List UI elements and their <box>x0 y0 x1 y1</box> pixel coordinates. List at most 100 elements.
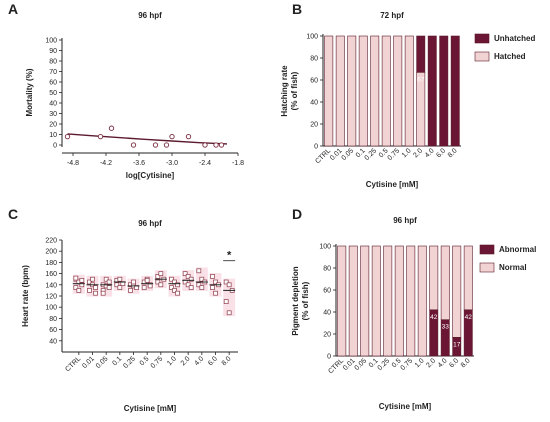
panel-c-point <box>90 276 95 282</box>
panel-b-y-tick-label: 0 <box>314 144 318 151</box>
panel-c-x-tick-label: 6.0 <box>207 355 219 367</box>
panel-b-bar-hatched <box>370 35 380 147</box>
panel-c-point <box>79 282 85 288</box>
panel-c-point <box>103 276 109 282</box>
panel-d-y-tick-label: 60 <box>323 288 331 295</box>
panel-b-x-tick-label: 0.05 <box>341 147 356 162</box>
panel-b-bar-hatched <box>381 35 391 147</box>
panel-c-x-tick-label: 0.01 <box>81 355 96 370</box>
panel-c-point <box>169 276 174 282</box>
panel-c-x-tick-label: 0.5 <box>139 355 151 367</box>
panel-c-x-tick-label: 4.0 <box>193 355 205 367</box>
panel-c-point <box>199 285 205 290</box>
panel-b-data-label: 67 <box>417 76 425 83</box>
panel-b-letter: B <box>292 1 302 17</box>
panel-c-point <box>76 288 82 293</box>
panel-c-point <box>210 285 215 290</box>
panel-a-point <box>185 133 192 140</box>
panel-c-point <box>210 274 215 279</box>
panel-a-y-tick-label: 70 <box>49 69 57 76</box>
panel-b-bar-hatched <box>324 35 334 147</box>
panel-c-point <box>73 285 79 290</box>
panel-b-bar-hatched <box>404 35 414 147</box>
panel-d-x-tick-label: 4.0 <box>437 357 449 369</box>
panel-a-y-tick-label: 20 <box>49 122 57 129</box>
panel-b-title: 72 hpf <box>380 11 404 20</box>
panel-d-x-tick-label: 2.0 <box>425 357 437 369</box>
panel-c-point <box>87 279 92 285</box>
panel-d-bar-normal <box>360 245 370 357</box>
panel-a-point <box>202 142 208 148</box>
panel-c-point <box>188 276 194 282</box>
panel-b-bar-hatched <box>347 35 357 147</box>
panel-c-x-label: Cytisine [mM] <box>124 404 177 413</box>
panel-a-title: 96 hpf <box>138 11 162 20</box>
panel-a-y-tick-label: 50 <box>49 90 57 97</box>
panel-c-point <box>213 279 218 285</box>
panel-d-x-tick-label: 0.75 <box>400 357 415 372</box>
panel-b-bar-unhatched <box>427 35 437 147</box>
panel-c-point <box>155 274 161 279</box>
panel-b-y-label: Hatching rate <box>280 65 289 117</box>
panel-a-y-tick-label: 40 <box>49 101 57 108</box>
panel-d-bar-normal <box>348 245 358 357</box>
panel-c-y-tick-label: 180 <box>45 260 57 267</box>
panel-d-bar-normal <box>406 245 416 357</box>
panel-d-y-tick-label: 80 <box>323 266 331 273</box>
panel-c-point <box>79 277 85 283</box>
panel-d-legend-label: Normal <box>499 263 527 272</box>
panel-c-point <box>172 288 177 293</box>
panel-a-y-tick-label: 80 <box>49 59 57 66</box>
panel-c-significance-star: * <box>227 249 232 261</box>
panel-c-point <box>199 276 205 282</box>
panel-d-x-tick-label: 8.0 <box>460 357 472 369</box>
panel-c-point <box>213 290 218 296</box>
panel-c-y-tick-label: 100 <box>45 305 57 312</box>
panel-b-y-tick-label: 100 <box>306 34 318 41</box>
panel-d-data-label: 42 <box>465 314 473 321</box>
panel-b-x-label: Cytisine [mM] <box>366 180 419 189</box>
panel-d-x-tick-label: 0.25 <box>377 357 392 372</box>
panel-d-data-label: 42 <box>430 314 438 321</box>
panel-b-bar-unhatched <box>450 35 460 147</box>
panel-d-letter: D <box>292 206 302 222</box>
panel-a-point <box>64 133 71 140</box>
panel-d-y-label: Pigment depletion <box>291 266 300 335</box>
panel-a-x-tick-label: -1.8 <box>232 160 244 167</box>
panel-d-bar-normal <box>429 245 439 311</box>
panel-c-point <box>188 285 194 290</box>
panel-a-y-tick-label: 100 <box>45 38 57 45</box>
panel-a-x-tick-label: -3.0 <box>166 160 178 167</box>
panel-b-bar-hatched <box>416 72 426 147</box>
panel-b-y-tick-label: 80 <box>310 56 318 63</box>
panel-a-point <box>108 125 115 131</box>
panel-d-bar-normal <box>337 245 347 357</box>
panel-b-bar-hatched <box>335 35 345 147</box>
panel-c-point <box>175 290 180 296</box>
panel-c-y-tick-label: 160 <box>45 271 57 278</box>
panel-a-point <box>169 133 175 140</box>
panel-c-point <box>182 271 188 276</box>
panel-b-x-tick-label: 2.0 <box>412 147 424 159</box>
panel-c-point <box>106 285 112 290</box>
panel-c-y-tick-label: 220 <box>45 238 57 245</box>
panel-c-point <box>117 276 123 282</box>
panel-a-point <box>218 142 225 148</box>
panel-d-y-tick-label: 20 <box>323 332 331 339</box>
panel-d-x-label: Cytisine [mM] <box>379 402 432 411</box>
panel-d-y-tick-label: 0 <box>327 354 331 361</box>
panel-b-x-tick-label: 0.1 <box>355 147 367 159</box>
panel-c-point <box>158 282 164 288</box>
panel-a-y-label: Mortality (%) <box>25 68 34 116</box>
panel-b-legend-swatch <box>474 51 490 62</box>
panel-a-y-tick-label: 60 <box>49 80 57 87</box>
panel-c-letter: C <box>8 206 18 222</box>
panel-b-y-tick-label: 60 <box>310 78 318 85</box>
panel-c-y-tick-label: 140 <box>45 282 57 289</box>
panel-d-bar-normal <box>440 245 450 320</box>
panel-b-x-tick-label: 0.01 <box>329 147 344 162</box>
panel-b-x-tick-label: 6.0 <box>435 147 447 159</box>
panel-d-legend-label: Abnormal <box>499 245 536 254</box>
